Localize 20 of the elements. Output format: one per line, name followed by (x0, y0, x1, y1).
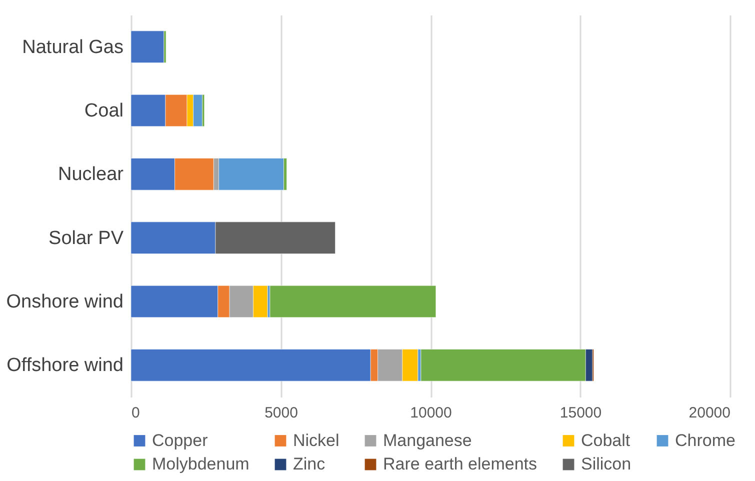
x-tick-label: 0 (132, 404, 140, 422)
legend-label: Manganese (383, 430, 472, 450)
legend-label: Zinc (293, 454, 326, 474)
legend-label: Copper (152, 430, 208, 450)
y-tick-label: Nuclear (58, 164, 124, 186)
y-tick-label: Coal (84, 100, 124, 122)
legend-label: Silicon (581, 454, 632, 474)
legend-label: Nickel (293, 430, 340, 450)
x-tick-label: 20000 (688, 404, 730, 422)
x-tick-label: 5000 (264, 404, 298, 422)
legend-label: Rare earth elements (383, 454, 538, 474)
y-tick-label: Solar PV (48, 228, 124, 249)
legend-label: Chrome (675, 430, 736, 450)
x-tick-label: 15000 (560, 404, 602, 422)
y-tick-label: Onshore wind (6, 292, 124, 312)
x-tick-label: 10000 (410, 404, 452, 422)
y-tick-label: Natural Gas (22, 36, 124, 58)
y-tick-label: Offshore wind (6, 355, 124, 376)
legend-label: Cobalt (581, 430, 630, 450)
legend-label: Molybdenum (152, 454, 250, 474)
